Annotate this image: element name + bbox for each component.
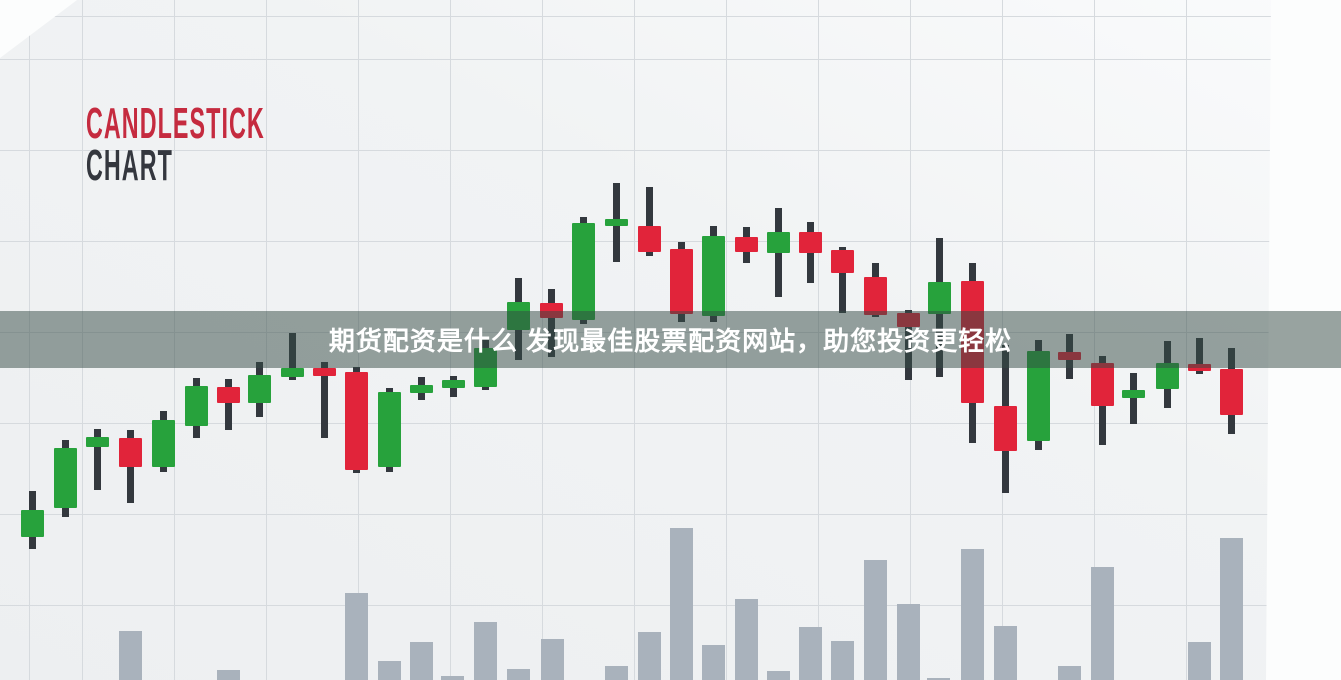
candle-body-down [734, 237, 758, 252]
volume-bar [473, 622, 497, 680]
candle-body-down [1219, 369, 1243, 415]
candle-body-up [377, 392, 401, 467]
volume-bar [1219, 538, 1243, 680]
volume-bar [766, 671, 790, 680]
candle-body-down [344, 372, 368, 470]
candle-body-down [1090, 363, 1114, 406]
candle-wick [838, 247, 846, 313]
candle-body-down [798, 232, 822, 253]
candle-body-up [701, 236, 725, 316]
volume-bar [960, 549, 984, 680]
candle-body-down [863, 277, 887, 315]
candle-body-up [571, 223, 595, 320]
candle-body-up [1026, 351, 1050, 441]
candle-body-up [409, 385, 433, 393]
candle-body-down [830, 250, 854, 273]
candle-body-up [280, 368, 304, 377]
volume-bar [506, 669, 530, 680]
volume-bar [637, 632, 661, 680]
candle-body-up [151, 420, 175, 467]
candle-wick [320, 362, 328, 438]
logo: CANDLESTICK CHART [86, 99, 423, 190]
candle-body-up [247, 375, 271, 403]
volume-bar [409, 642, 433, 680]
volume-bar [1187, 642, 1211, 680]
slogan-banner: 期货配资是什么 发现最佳股票配资网站，助您投资更轻松 [0, 311, 1341, 368]
volume-bar [1057, 666, 1081, 680]
candle-body-up [927, 282, 951, 314]
volume-bar [440, 676, 464, 680]
slogan-text: 期货配资是什么 发现最佳股票配资网站，助您投资更轻松 [328, 326, 1013, 356]
volume-bar [344, 593, 368, 680]
candle-body-up [766, 232, 790, 253]
volume-bar [216, 670, 240, 680]
volume-bar [701, 645, 725, 680]
logo-line-candlestick: CANDLESTICK [86, 99, 265, 148]
volume-bar [798, 627, 822, 680]
candle-body-up [53, 448, 77, 508]
volume-bar [669, 528, 693, 680]
volume-bar [926, 678, 950, 680]
candle-wick [93, 429, 101, 490]
volume-bar [734, 599, 758, 680]
candle-body-up [441, 380, 465, 388]
volume-bar [896, 604, 920, 680]
candle-body-up [1121, 390, 1145, 398]
candle-wick [1129, 373, 1137, 424]
volume-bar [863, 560, 887, 680]
candle-body-up [20, 510, 44, 537]
candle-body-up [1155, 363, 1179, 389]
candle-body-down [993, 406, 1017, 451]
candle-body-down [637, 226, 661, 252]
candle-body-down [118, 438, 142, 467]
candle-body-down [669, 249, 693, 314]
volume-bar [118, 631, 142, 680]
candle-body-down [312, 368, 336, 376]
candle-wick [645, 187, 653, 256]
logo-line-chart: CHART [86, 141, 173, 190]
volume-bar [377, 661, 401, 680]
candle-body-up [85, 437, 109, 447]
volume-bar [830, 641, 854, 680]
volume-bar [993, 626, 1017, 680]
candle-wick [224, 379, 232, 430]
candle-body-up [184, 386, 208, 426]
candle-body-up [604, 219, 628, 226]
candle-body-down [216, 387, 240, 403]
volume-bar [604, 666, 628, 680]
volume-bar [540, 639, 564, 680]
volume-bar [1090, 567, 1114, 680]
